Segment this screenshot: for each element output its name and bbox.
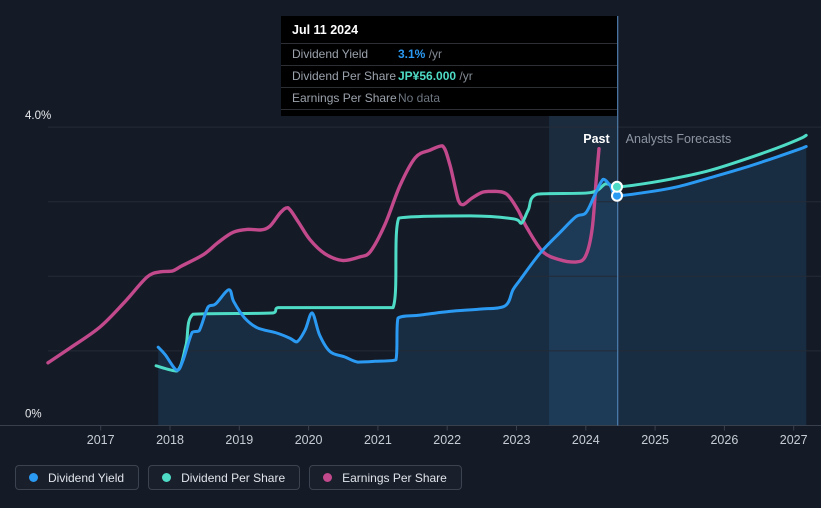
- x-tick-label: 2027: [780, 433, 808, 447]
- dividend-per-share-dot-icon: [162, 473, 172, 482]
- x-tick-label: 2022: [433, 433, 461, 447]
- x-tick-label: 2019: [225, 433, 253, 447]
- dividend-per-share-marker: [610, 180, 623, 193]
- tooltip-row-dividend-per-share: Dividend Per Share JP¥56.000 /yr: [281, 65, 617, 87]
- legend-label: Dividend Yield: [48, 470, 125, 485]
- tooltip-label: Dividend Yield: [292, 47, 369, 61]
- x-tick-label: 2025: [641, 433, 669, 447]
- legend-label: Dividend Per Share: [181, 470, 286, 485]
- past-label: Past: [583, 132, 610, 146]
- y-axis-label: 4.0%: [25, 110, 51, 122]
- dividend-yield-dot-icon: [29, 473, 38, 482]
- x-tick-label: 2017: [87, 433, 115, 447]
- analysts-forecasts-label: Analysts Forecasts: [626, 132, 732, 146]
- tooltip-value: 3.1% /yr: [398, 47, 443, 61]
- tooltip-label: Dividend Per Share: [292, 69, 397, 83]
- earnings-per-share-dot-icon: [323, 473, 333, 482]
- tooltip-value: JP¥56.000 /yr: [398, 69, 473, 83]
- x-tick-label: 2026: [710, 433, 738, 447]
- dividend-yield-area: [158, 146, 807, 426]
- x-tick-label: 2020: [295, 433, 323, 447]
- chart-legend: Dividend Yield Dividend Per Share Earnin…: [15, 465, 462, 490]
- x-tick-label: 2024: [572, 433, 600, 447]
- dividend-per-share-line: [154, 133, 808, 373]
- tooltip-label: Earnings Per Share: [292, 91, 397, 105]
- tooltip-row-earnings-per-share: Earnings Per Share No data: [281, 87, 617, 110]
- legend-item-dividend-per-share[interactable]: Dividend Per Share: [148, 465, 301, 490]
- x-tick-label: 2023: [503, 433, 531, 447]
- y-axis-label: 0%: [25, 409, 42, 421]
- tooltip-date: Jul 11 2024: [292, 23, 359, 37]
- x-tick-label: 2021: [364, 433, 392, 447]
- earnings-per-share-line: [46, 144, 601, 365]
- chart-tooltip: Jul 11 2024 Dividend Yield 3.1% /yr Divi…: [281, 16, 617, 116]
- tooltip-value: No data: [398, 91, 441, 105]
- legend-label: Earnings Per Share: [342, 470, 447, 485]
- legend-item-dividend-yield[interactable]: Dividend Yield: [15, 465, 140, 490]
- legend-item-earnings-per-share[interactable]: Earnings Per Share: [309, 465, 462, 490]
- tooltip-row-dividend-yield: Dividend Yield 3.1% /yr: [281, 43, 617, 65]
- x-tick-label: 2018: [156, 433, 184, 447]
